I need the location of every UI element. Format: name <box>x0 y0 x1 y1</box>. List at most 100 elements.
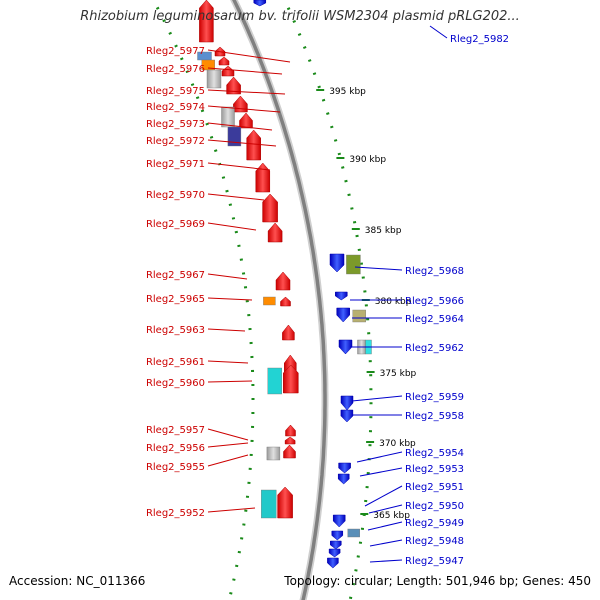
scale-tick-label: 370 kbp <box>379 439 416 449</box>
label-leader-line <box>368 504 403 514</box>
label-leader-line <box>354 266 403 271</box>
reverse-gene-arrow <box>330 540 342 550</box>
gene-label-rleg2-5968: Rleg2_5968 <box>405 266 464 277</box>
forward-gene-arrow <box>267 222 283 243</box>
reverse-gene-arrow <box>328 548 341 558</box>
gene-label-rleg2-5977: Rleg2_5977 <box>146 46 205 57</box>
gene-label-rleg2-5967: Rleg2_5967 <box>146 270 205 281</box>
reverse-gene-arrow <box>338 462 351 474</box>
gene-box <box>263 296 276 306</box>
gene-label-rleg2-5958: Rleg2_5958 <box>405 411 464 422</box>
scale-tick-label: 380 kbp <box>375 297 412 307</box>
forward-gene-arrow <box>275 271 291 291</box>
scale-tick-label: 395 kbp <box>329 87 366 97</box>
label-leader-line <box>429 25 448 39</box>
scale-tick-label: 385 kbp <box>365 226 402 236</box>
gene-label-rleg2-5952: Rleg2_5952 <box>146 508 205 519</box>
forward-gene-arrow <box>282 324 295 341</box>
forward-gene-arrow <box>284 436 296 445</box>
gene-label-rleg2-5966: Rleg2_5966 <box>405 296 464 307</box>
forward-gene-arrow <box>255 162 271 193</box>
gene-label-rleg2-5972: Rleg2_5972 <box>146 136 205 147</box>
gene-label-rleg2-5950: Rleg2_5950 <box>405 501 464 512</box>
gene-label-rleg2-5973: Rleg2_5973 <box>146 119 205 130</box>
label-leader-line <box>207 105 281 113</box>
backbone <box>232 0 327 600</box>
label-leader-line <box>367 521 403 531</box>
gene-box <box>221 106 235 128</box>
gene-label-rleg2-5947: Rleg2_5947 <box>405 556 464 567</box>
gene-box <box>266 446 281 461</box>
forward-gene-arrow <box>246 129 261 161</box>
gene-label-rleg2-5982: Rleg2_5982 <box>450 34 509 45</box>
gene-box <box>346 254 361 275</box>
forward-gene-arrow <box>262 193 278 223</box>
forward-gene-arrow <box>280 296 291 307</box>
gene-label-rleg2-5949: Rleg2_5949 <box>405 518 464 529</box>
label-leader-line <box>359 467 403 477</box>
gene-label-rleg2-5953: Rleg2_5953 <box>405 464 464 475</box>
reverse-gene-arrow <box>331 530 344 541</box>
gene-label-rleg2-5948: Rleg2_5948 <box>405 536 464 547</box>
gene-box <box>267 367 282 395</box>
scale-tick-label: 375 kbp <box>380 369 417 379</box>
label-leader-line <box>207 67 283 75</box>
gene-label-rleg2-5951: Rleg2_5951 <box>405 482 464 493</box>
label-leader-line <box>207 162 271 171</box>
label-leader-line <box>207 139 277 147</box>
scale-tick-label: 390 kbp <box>349 155 386 165</box>
label-leader-line <box>364 485 403 507</box>
accession-label: Accession: NC_011366 <box>9 574 146 588</box>
gene-label-rleg2-5975: Rleg2_5975 <box>146 86 205 97</box>
label-leader-line <box>207 428 249 441</box>
forward-gene-arrow <box>199 0 214 43</box>
label-leader-line <box>369 539 403 547</box>
gene-label-rleg2-5954: Rleg2_5954 <box>405 448 464 459</box>
label-leader-line <box>207 360 249 364</box>
reverse-gene-arrow <box>253 0 267 7</box>
forward-gene-arrow <box>239 112 253 129</box>
reverse-gene-arrow <box>329 253 345 273</box>
label-leader-line <box>207 89 286 95</box>
gene-label-rleg2-5976: Rleg2_5976 <box>146 64 205 75</box>
forward-gene-arrow <box>285 424 296 437</box>
gene-label-rleg2-5956: Rleg2_5956 <box>146 443 205 454</box>
gene-label-rleg2-5965: Rleg2_5965 <box>146 294 205 305</box>
reverse-gene-arrow <box>340 395 354 411</box>
reverse-gene-arrow <box>336 307 350 323</box>
gene-label-rleg2-5964: Rleg2_5964 <box>405 314 464 325</box>
gene-label-rleg2-5971: Rleg2_5971 <box>146 159 205 170</box>
gene-box <box>227 126 242 147</box>
label-leader-line <box>207 273 248 280</box>
label-leader-line <box>207 507 256 513</box>
gene-label-rleg2-5962: Rleg2_5962 <box>405 343 464 354</box>
reverse-gene-arrow <box>332 514 346 528</box>
label-leader-line <box>207 49 291 63</box>
gene-label-rleg2-5974: Rleg2_5974 <box>146 102 205 113</box>
reverse-gene-arrow <box>338 339 353 355</box>
label-leader-line <box>207 193 265 201</box>
label-leader-line <box>207 454 249 467</box>
gene-box <box>261 489 277 519</box>
label-leader-line <box>207 122 273 131</box>
label-leader-line <box>207 442 249 448</box>
label-leader-line <box>207 297 253 301</box>
gene-box <box>206 69 222 89</box>
label-leader-line <box>351 395 403 402</box>
reverse-gene-arrow <box>335 291 348 301</box>
label-leader-line <box>207 380 253 383</box>
label-leader-line <box>207 328 246 332</box>
forward-gene-arrow <box>221 65 235 77</box>
gene-label-rleg2-5959: Rleg2_5959 <box>405 392 464 403</box>
reverse-gene-arrow <box>340 409 354 423</box>
map-title: Rhizobium leguminosarum bv. trifolii WSM… <box>80 9 520 24</box>
gene-label-rleg2-5961: Rleg2_5961 <box>146 357 205 368</box>
reverse-gene-arrow <box>327 557 339 569</box>
forward-gene-arrow <box>283 364 299 394</box>
forward-gene-arrow <box>283 444 296 459</box>
forward-gene-arrow <box>277 486 293 519</box>
gene-label-rleg2-5955: Rleg2_5955 <box>146 462 205 473</box>
label-leader-line <box>207 222 257 231</box>
gene-box <box>352 309 366 323</box>
